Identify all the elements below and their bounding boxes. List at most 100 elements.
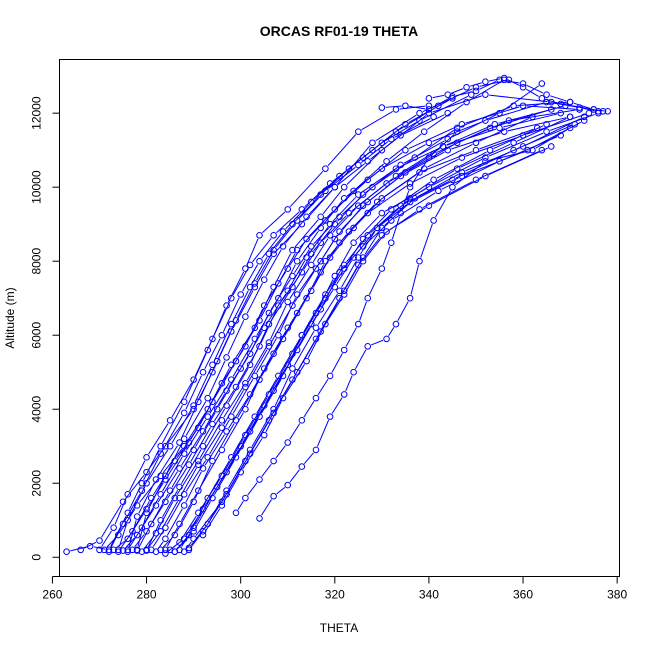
series	[256, 124, 574, 522]
series-line-segment	[397, 301, 409, 322]
data-point	[199, 531, 207, 539]
x-tick-label: 280	[137, 588, 157, 602]
series-line-segment	[232, 378, 254, 414]
series-line-segment	[420, 223, 433, 258]
series-line-segment	[204, 408, 226, 444]
data-point	[378, 139, 386, 147]
series-line-segment	[488, 150, 529, 161]
data-point	[566, 124, 574, 132]
series	[143, 113, 574, 554]
data-point	[96, 537, 103, 544]
series-line-segment	[356, 163, 385, 189]
series-line-segment	[435, 190, 452, 218]
series-line-segment	[408, 99, 450, 123]
series	[185, 143, 555, 554]
series-line-segment	[180, 493, 197, 521]
series-line-segment	[276, 211, 300, 234]
series-line-segment	[289, 267, 310, 299]
series-line-segment	[341, 204, 366, 230]
series	[133, 109, 564, 554]
data-point	[355, 128, 362, 135]
data-point	[312, 324, 320, 332]
data-point	[425, 106, 433, 113]
data-point	[209, 335, 216, 343]
series-line-segment	[408, 125, 459, 150]
data-point	[279, 243, 287, 250]
series-line-segment	[185, 401, 207, 436]
data-point	[157, 546, 164, 554]
series-line-segment	[512, 109, 576, 121]
data-point	[133, 546, 141, 554]
data-point	[265, 339, 273, 346]
series-line-segment	[326, 267, 343, 292]
data-point	[303, 294, 310, 302]
series-line-segment	[223, 386, 244, 418]
data-point	[519, 80, 527, 87]
data-point	[500, 76, 508, 84]
series-line-segment	[162, 404, 183, 444]
data-point	[246, 261, 254, 269]
data-point	[218, 331, 226, 339]
series-line-segment	[285, 204, 310, 230]
series-line-segment	[209, 419, 230, 455]
data-point	[326, 254, 334, 261]
series-line-segment	[298, 264, 319, 292]
data-point	[576, 104, 583, 111]
series-line-segment	[355, 215, 380, 241]
data-point	[322, 320, 329, 328]
data-point	[397, 161, 404, 169]
data-point	[143, 547, 150, 554]
data-point	[312, 265, 320, 272]
plot-frame	[59, 59, 620, 577]
data-point	[406, 183, 414, 191]
series-line-segment	[195, 489, 216, 525]
data-point	[279, 394, 287, 402]
data-point	[227, 413, 235, 420]
series-line-segment	[148, 423, 169, 455]
series-line-segment	[308, 189, 333, 215]
data-point	[326, 231, 334, 239]
series-line-segment	[313, 226, 333, 252]
plot-series	[63, 74, 612, 557]
data-point	[180, 409, 188, 417]
data-point	[364, 209, 372, 217]
series-line-segment	[422, 95, 469, 120]
data-point	[289, 302, 296, 309]
series-line-segment	[479, 81, 497, 90]
data-point	[223, 468, 230, 476]
data-point	[260, 276, 268, 283]
series-line-segment	[503, 113, 558, 128]
series-line-segment	[403, 114, 445, 135]
x-tick-label: 340	[419, 588, 439, 602]
series-line-segment	[289, 241, 305, 266]
data-point	[204, 454, 212, 461]
data-point	[529, 113, 536, 121]
data-point	[378, 265, 386, 272]
data-point	[293, 346, 301, 354]
series-line-segment	[177, 533, 192, 550]
data-point	[453, 128, 461, 135]
series-line-segment	[252, 237, 272, 263]
data-point	[284, 206, 292, 213]
data-point	[350, 368, 357, 376]
data-point	[496, 157, 503, 165]
series-line-segment	[185, 375, 202, 410]
series-line-segment	[398, 148, 441, 175]
data-point	[133, 531, 141, 539]
data-point	[416, 257, 423, 265]
data-point	[378, 146, 386, 154]
series-line-segment	[162, 456, 183, 492]
x-tick-label: 260	[42, 588, 62, 602]
series	[185, 113, 574, 552]
data-point	[265, 309, 273, 317]
data-point	[449, 95, 456, 102]
series-line-segment	[279, 264, 296, 296]
series-line-segment	[417, 173, 459, 197]
series-line-segment	[256, 256, 273, 285]
series-line-segment	[256, 378, 277, 414]
series-line-segment	[279, 297, 297, 332]
data-point	[284, 439, 292, 446]
series-line-segment	[120, 534, 131, 549]
series-line-segment	[365, 166, 398, 193]
data-point	[392, 172, 400, 180]
